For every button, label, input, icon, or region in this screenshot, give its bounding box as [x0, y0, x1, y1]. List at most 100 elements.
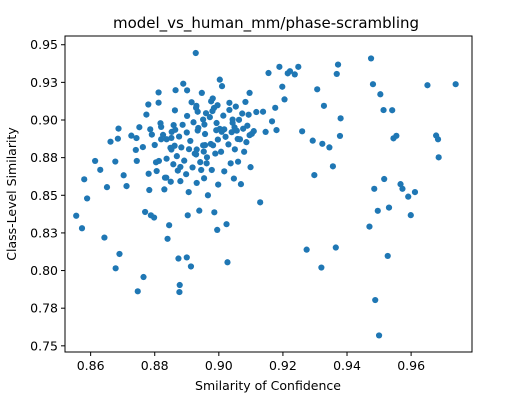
data-point-130 [299, 128, 306, 135]
x-tick-label: 0.92 [269, 358, 297, 373]
data-point-197 [184, 87, 191, 94]
data-point-57 [187, 137, 194, 145]
data-point-150 [374, 207, 381, 214]
data-point-161 [399, 185, 406, 192]
y-tick-label: 0.95 [30, 37, 58, 52]
data-point-193 [163, 136, 170, 143]
data-point-29 [151, 141, 158, 149]
data-point-102 [235, 116, 243, 123]
data-point-131 [303, 246, 310, 253]
data-point-199 [209, 108, 216, 115]
data-point-135 [318, 264, 325, 271]
data-point-46 [175, 133, 183, 140]
data-point-125 [281, 96, 288, 103]
data-point-220 [218, 128, 225, 135]
data-point-183 [246, 89, 253, 97]
data-point-151 [375, 332, 383, 339]
data-point-139 [329, 163, 337, 170]
data-point-142 [334, 61, 342, 68]
data-point-92 [225, 141, 232, 148]
data-point-141 [333, 70, 340, 78]
data-point-215 [193, 146, 200, 153]
x-tick-label: 0.94 [333, 358, 361, 373]
data-point-110 [244, 122, 251, 129]
data-point-221 [209, 142, 217, 149]
data-point-49 [179, 121, 186, 128]
data-point-123 [276, 63, 283, 70]
data-point-176 [176, 281, 183, 289]
data-point-219 [214, 136, 221, 143]
data-point-194 [167, 144, 174, 151]
data-point-44 [173, 153, 180, 160]
data-point-185 [201, 121, 208, 128]
data-point-160 [397, 181, 404, 188]
y-tick-label: 0.83 [30, 225, 58, 240]
data-point-177 [175, 255, 182, 262]
data-point-82 [214, 226, 221, 234]
data-point-182 [147, 212, 154, 219]
data-point-212 [231, 124, 238, 131]
data-point-101 [234, 158, 242, 165]
data-point-174 [200, 116, 207, 123]
y-tick-label: 0.80 [30, 263, 58, 278]
data-point-27 [148, 131, 155, 138]
data-point-192 [158, 123, 165, 131]
data-point-5 [97, 166, 104, 173]
data-point-129 [295, 63, 302, 70]
data-point-210 [213, 119, 220, 127]
data-point-79 [211, 209, 218, 216]
data-point-1 [78, 225, 86, 232]
data-point-173 [184, 112, 191, 120]
y-tick-label: 0.88 [30, 150, 58, 165]
data-point-74 [204, 192, 212, 199]
data-point-214 [201, 142, 209, 149]
data-point-198 [193, 102, 200, 109]
data-point-3 [84, 195, 91, 202]
data-point-144 [337, 115, 344, 122]
data-point-157 [389, 107, 396, 114]
data-point-36 [163, 155, 170, 162]
data-point-95 [228, 129, 235, 136]
data-point-4 [92, 157, 99, 165]
y-axis-label: Class-Level Similarity [4, 127, 19, 261]
x-axis-ticks: 0.86 0.88 0.90 0.92 0.94 0.96 [77, 352, 425, 373]
data-point-85 [217, 148, 225, 155]
data-point-116 [257, 199, 264, 206]
data-point-115 [250, 128, 257, 135]
data-point-99 [232, 103, 239, 110]
data-point-52 [183, 171, 190, 178]
data-point-202 [163, 174, 170, 181]
data-point-213 [234, 135, 241, 143]
data-point-118 [262, 128, 269, 135]
data-point-154 [381, 175, 388, 183]
data-point-206 [226, 106, 233, 114]
x-tick-label: 0.96 [397, 358, 425, 373]
data-point-217 [200, 148, 207, 155]
data-point-50 [180, 80, 187, 87]
data-point-165 [424, 82, 431, 89]
data-point-149 [372, 296, 379, 304]
data-point-87 [220, 112, 227, 119]
data-point-93 [226, 99, 233, 106]
data-point-86 [218, 83, 226, 90]
data-point-180 [140, 273, 147, 281]
data-point-12 [112, 265, 119, 272]
data-point-133 [311, 172, 318, 179]
data-point-196 [172, 87, 179, 94]
data-point-6 [101, 234, 108, 241]
data-point-137 [320, 102, 328, 109]
data-point-66 [196, 207, 203, 214]
data-point-23 [145, 101, 152, 108]
data-point-26 [147, 126, 154, 133]
x-tick-label: 0.88 [141, 358, 169, 373]
data-point-34 [161, 186, 168, 193]
data-point-163 [407, 212, 414, 219]
data-point-21 [142, 208, 149, 216]
data-point-152 [377, 91, 384, 98]
data-point-120 [268, 118, 276, 125]
data-point-195 [159, 131, 167, 139]
data-point-20 [139, 144, 146, 151]
y-tick-label: 0.75 [30, 338, 58, 353]
data-point-140 [332, 244, 339, 251]
